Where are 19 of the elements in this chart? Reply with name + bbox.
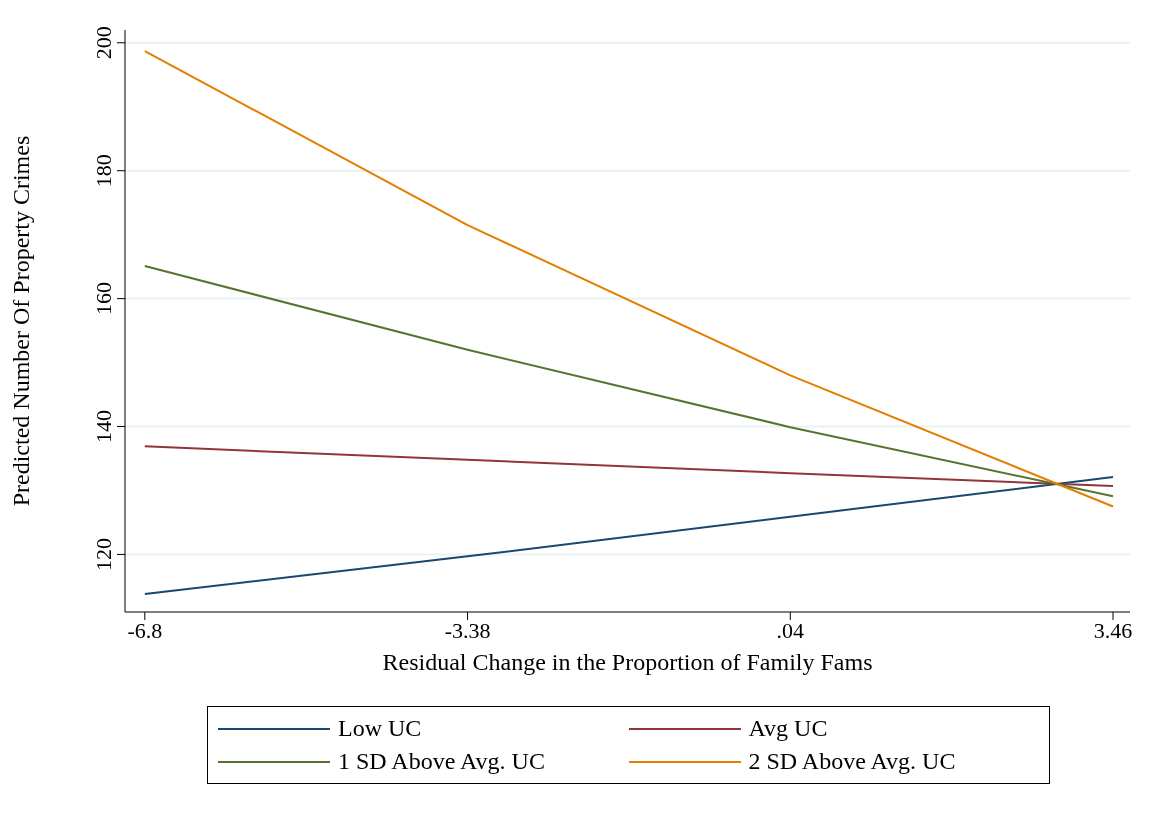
x-axis-title: Residual Change in the Proportion of Family Fams — [382, 649, 873, 675]
line-series — [143, 265, 1115, 498]
legend-label: 1 SD Above Avg. UC — [338, 748, 545, 775]
y-tick-label: 160 — [91, 282, 116, 316]
x-tick-label: -3.38 — [444, 617, 491, 643]
legend-label: 2 SD Above Avg. UC — [748, 748, 956, 775]
y-tick-label: 180 — [91, 154, 116, 188]
line-series — [143, 476, 1115, 596]
y-tick-label: 140 — [91, 410, 116, 444]
legend-label: Avg UC — [748, 715, 828, 742]
y-tick-label: 120 — [91, 537, 116, 571]
y-tick-label: 200 — [91, 26, 116, 60]
x-tick-label: -6.8 — [127, 617, 163, 643]
line-series — [143, 50, 1115, 508]
legend-label: Low UC — [338, 715, 422, 742]
y-axis-title: Predicted Number Of Property Crimes — [7, 135, 34, 507]
x-tick-label: 3.46 — [1093, 617, 1133, 643]
x-tick-label: .04 — [776, 617, 805, 643]
line-series — [143, 445, 1115, 488]
